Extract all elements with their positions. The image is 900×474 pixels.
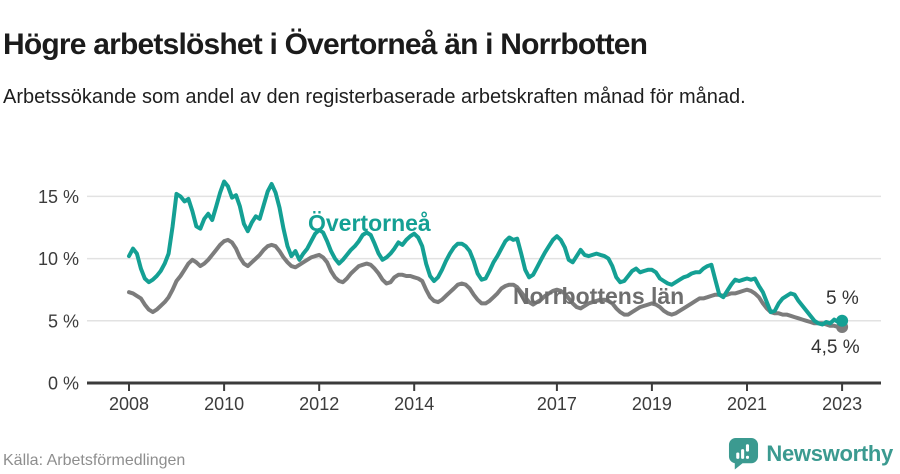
footer: Källa: Arbetsförmedlingen Newsworthy	[0, 437, 893, 470]
logo-exclamation-dot	[746, 455, 750, 459]
y-axis-labels: 0 % 5 % 10 % 15 %	[38, 187, 79, 394]
y-tick-label: 15 %	[38, 187, 79, 207]
x-tick-label: 2021	[727, 394, 767, 414]
norrbotten-end-value-label: 4,5 %	[811, 337, 860, 358]
overtornea-line	[127, 179, 845, 327]
overtornea-end-dot	[836, 314, 849, 327]
norrbotten-series-label: Norrbottens län	[513, 283, 684, 309]
brand-name: Newsworthy	[766, 440, 893, 466]
newsworthy-logo-icon	[729, 438, 759, 470]
newsworthy-brand: Newsworthy	[728, 437, 893, 470]
x-tick-label: 2012	[299, 394, 339, 414]
source-note: Källa: Arbetsförmedlingen	[3, 452, 186, 469]
x-tick-label: 2023	[822, 394, 862, 414]
x-tick-label: 2008	[109, 394, 149, 414]
logo-bar-short	[736, 452, 740, 459]
page-title: Högre arbetslöshet i Övertorneå än i Nor…	[3, 28, 648, 62]
chart-subtitle: Arbetssökande som andel av den registerb…	[3, 86, 746, 108]
y-tick-label: 10 %	[38, 249, 79, 269]
x-axis-labels: 2008 2010 2012 2014 2017 2019 2021 2023	[109, 394, 862, 414]
y-tick-label: 5 %	[48, 311, 79, 331]
norrbotten-line	[127, 237, 845, 329]
overtornea-end-value-label: 5 %	[826, 288, 859, 309]
overtornea-series-label: Övertorneå	[308, 210, 431, 236]
x-tick-label: 2010	[204, 394, 244, 414]
x-tick-label: 2017	[537, 394, 577, 414]
logo-exclamation-bar	[746, 444, 750, 452]
y-tick-label: 0 %	[48, 374, 79, 394]
x-tick-label: 2019	[632, 394, 672, 414]
x-tick-label: 2014	[394, 394, 434, 414]
x-axis-ticks	[128, 383, 844, 391]
logo-bar-medium	[741, 449, 745, 459]
